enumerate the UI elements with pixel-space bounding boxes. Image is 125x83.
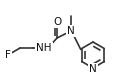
Text: O: O <box>53 17 61 27</box>
Text: N: N <box>89 64 97 74</box>
Text: N: N <box>67 26 75 36</box>
Text: F: F <box>5 50 11 60</box>
Text: NH: NH <box>36 43 52 53</box>
